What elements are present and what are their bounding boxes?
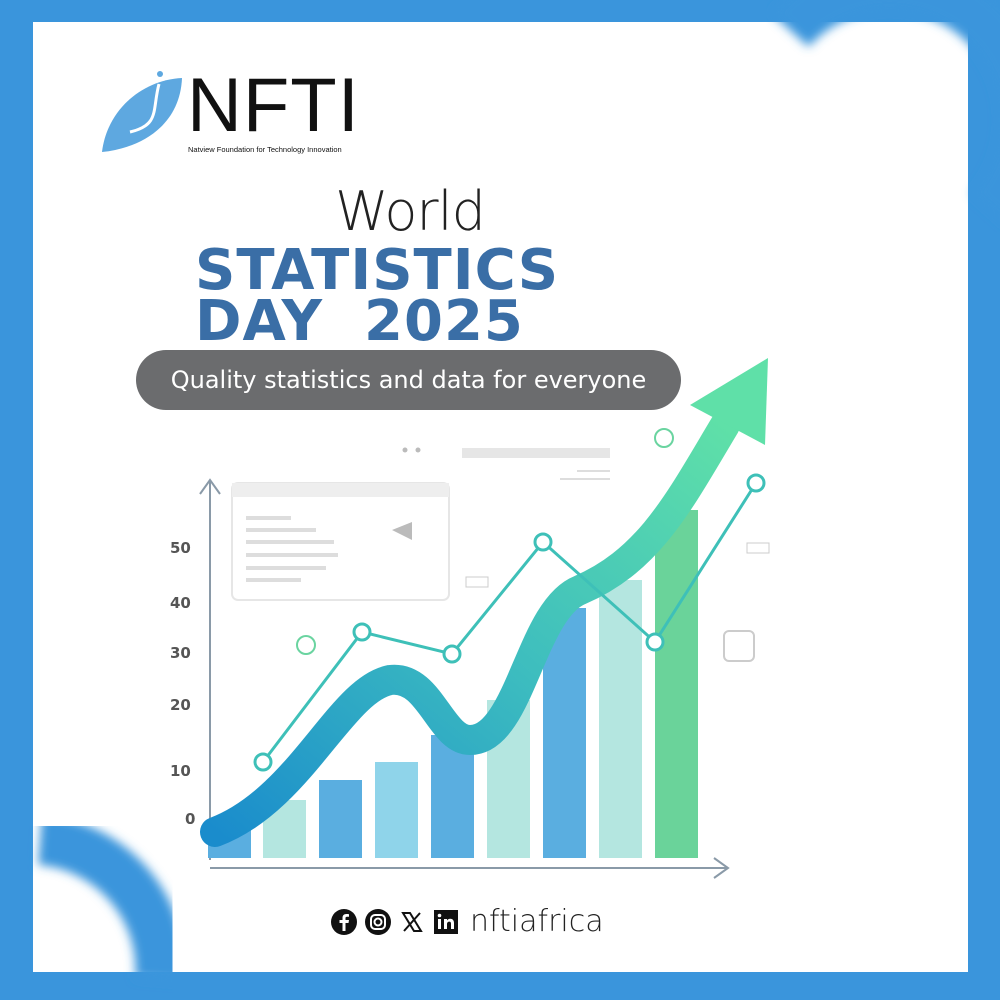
bar (375, 762, 418, 858)
bar (655, 510, 698, 858)
trend-point (352, 622, 372, 642)
y-tick: 10 (170, 762, 191, 780)
title-world: World (335, 180, 486, 243)
decorative-arc (771, 0, 1000, 219)
y-tick: 0 (185, 810, 196, 828)
x-icon[interactable] (398, 908, 426, 936)
social-handle: nftiafrica (470, 904, 604, 939)
leaf-hand-icon (102, 71, 182, 152)
linkedin-icon[interactable] (432, 908, 460, 936)
bar (431, 735, 474, 858)
y-tick: 20 (170, 696, 191, 714)
growth-arrow (200, 410, 740, 847)
bar (599, 580, 642, 858)
trend-line (261, 482, 758, 763)
dashboard-window (231, 447, 770, 662)
arrow-head (690, 358, 768, 445)
logo-tagline: Natview Foundation for Technology Innova… (188, 145, 342, 154)
trend-point (645, 632, 665, 652)
trend-point (533, 532, 553, 552)
title-day-year: DAY 2025 (195, 289, 524, 354)
bar (319, 780, 362, 858)
y-tick: 30 (170, 644, 191, 662)
axes (199, 478, 730, 879)
decorative-arc (37, 815, 186, 982)
facebook-icon[interactable] (330, 908, 358, 936)
trend-point (253, 752, 273, 772)
y-tick: 40 (170, 594, 191, 612)
logo-wordmark: NFTI (187, 63, 360, 148)
subtitle-pill: Quality statistics and data for everyone (136, 350, 681, 410)
trend-point (746, 473, 766, 493)
decorative-circle (296, 635, 316, 655)
instagram-icon[interactable] (364, 908, 392, 936)
decorative-circle (654, 428, 674, 448)
social-footer: nftiafrica (330, 905, 604, 939)
y-tick: 50 (170, 539, 191, 557)
nfti-logo: NFTI Natview Foundation for Technology I… (102, 68, 359, 160)
trend-point (442, 644, 462, 664)
title-statistics: STATISTICS (195, 238, 560, 303)
